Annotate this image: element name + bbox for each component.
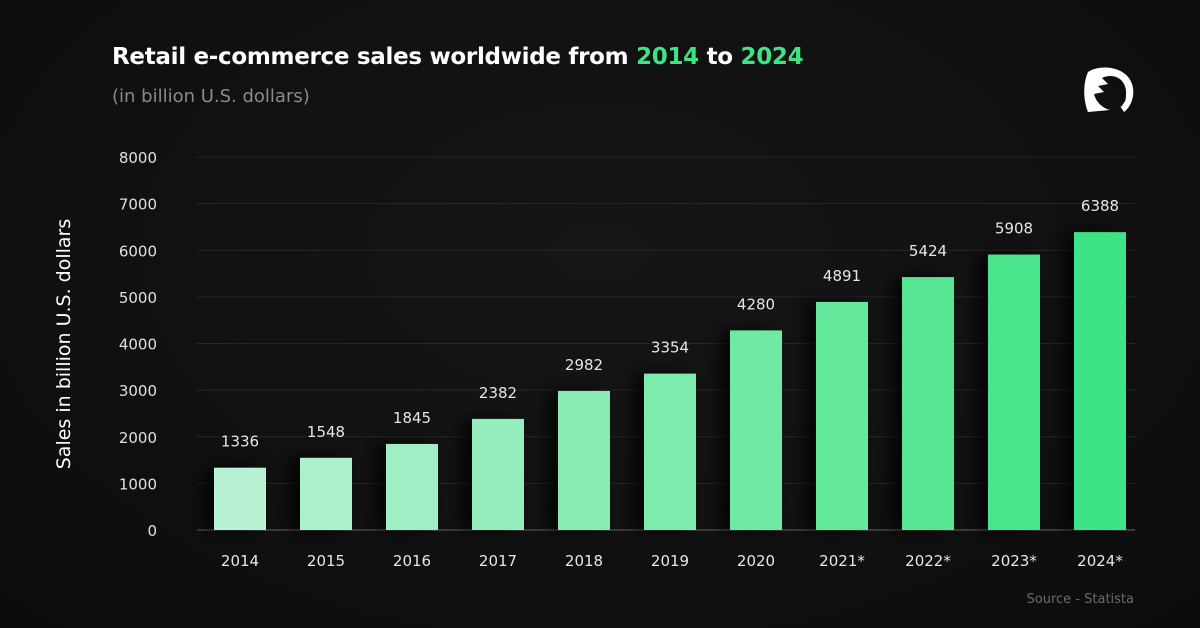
title-year-start: 2014 <box>636 44 699 70</box>
x-tick-label: 2023* <box>991 552 1037 570</box>
y-tick-label: 6000 <box>119 242 157 260</box>
x-tick-label: 2017 <box>479 552 517 570</box>
title-year-end: 2024 <box>740 44 804 70</box>
bar <box>902 277 954 530</box>
x-tick-label: 2022* <box>905 552 951 570</box>
bar <box>988 254 1040 531</box>
data-label: 5908 <box>995 220 1033 238</box>
y-tick-label: 5000 <box>119 289 157 307</box>
x-tick-label: 2024* <box>1077 552 1123 570</box>
x-tick-label: 2018 <box>565 552 603 570</box>
data-label: 1336 <box>221 433 259 451</box>
y-tick-label: 7000 <box>119 196 157 214</box>
bar <box>386 443 438 530</box>
data-label: 4280 <box>737 295 775 313</box>
source-note: Source - Statista <box>1026 592 1134 607</box>
x-tick-label: 2021* <box>819 552 865 570</box>
title-text-mid: to <box>698 44 741 70</box>
y-axis-label: Sales in billion U.S. dollars <box>53 219 75 470</box>
bar <box>300 457 352 530</box>
chart-title: Retail e-commerce sales worldwide from 2… <box>112 44 804 70</box>
x-tick-label: 2015 <box>307 552 345 570</box>
data-label: 4891 <box>823 267 861 285</box>
x-tick-label: 2020 <box>737 552 775 570</box>
chart-subtitle: (in billion U.S. dollars) <box>112 86 310 107</box>
bar <box>644 373 696 530</box>
bar <box>558 390 610 530</box>
bar <box>472 418 524 530</box>
y-tick-label: 1000 <box>119 475 157 493</box>
data-label: 6388 <box>1081 197 1119 215</box>
data-label: 2982 <box>565 356 603 374</box>
data-label: 2382 <box>479 384 517 402</box>
x-tick-label: 2014 <box>221 552 259 570</box>
y-tick-label: 4000 <box>119 336 157 354</box>
data-label: 1548 <box>307 423 345 441</box>
y-tick-label: 3000 <box>119 382 157 400</box>
y-tick-label: 8000 <box>119 149 157 167</box>
x-tick-label: 2016 <box>393 552 431 570</box>
bar <box>1074 232 1126 531</box>
data-label: 1845 <box>393 409 431 427</box>
x-tick-label: 2019 <box>651 552 689 570</box>
bar <box>730 330 782 530</box>
bar <box>214 467 266 530</box>
title-text: Retail e-commerce sales worldwide from <box>112 44 637 70</box>
data-label: 3354 <box>651 339 689 357</box>
bar <box>816 301 868 530</box>
y-tick-label: 0 <box>147 522 157 540</box>
spartan-helmet-icon <box>1084 67 1134 112</box>
data-label: 5424 <box>909 242 947 260</box>
y-tick-label: 2000 <box>119 429 157 447</box>
